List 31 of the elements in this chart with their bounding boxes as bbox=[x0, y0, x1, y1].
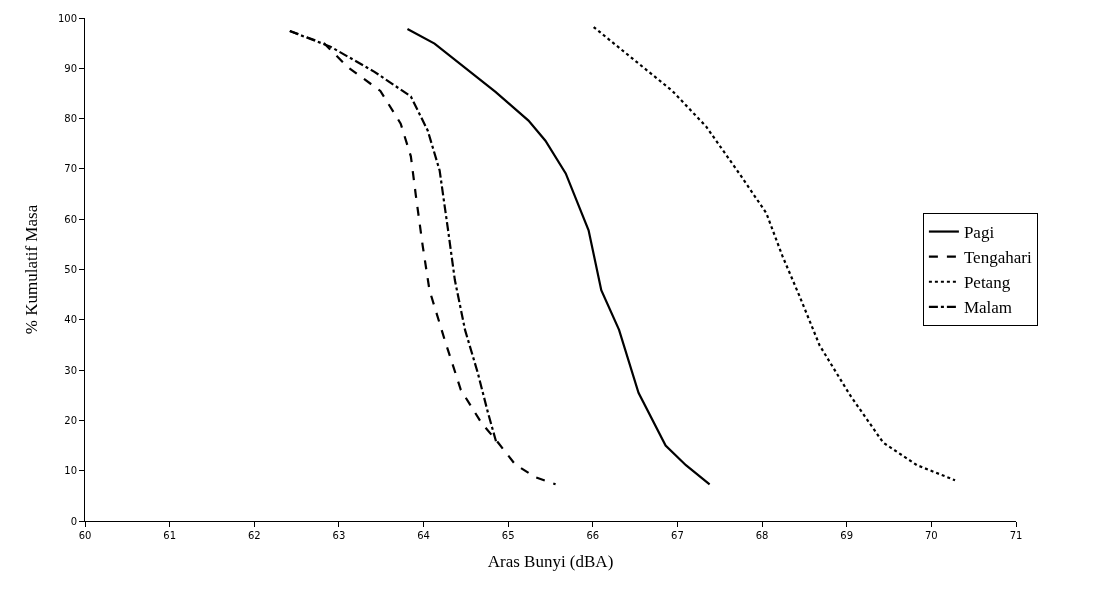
y-tick-label: 10 bbox=[64, 465, 77, 477]
y-tick-label: 80 bbox=[64, 113, 77, 125]
legend-label: Malam bbox=[963, 298, 1013, 318]
x-tick-label: 60 bbox=[78, 530, 92, 541]
y-tick-label: 50 bbox=[64, 264, 77, 275]
x-tick-label: 69 bbox=[840, 530, 854, 541]
y-axis-title: % Kumulatif Masa bbox=[22, 204, 42, 335]
x-tick-label: 65 bbox=[501, 530, 515, 541]
y-tick-label: 60 bbox=[64, 213, 77, 225]
y-tick-label: 90 bbox=[64, 62, 77, 74]
legend-label: Petang bbox=[963, 273, 1011, 293]
legend-label: Pagi bbox=[963, 223, 995, 243]
x-tick-label: 63 bbox=[332, 530, 346, 541]
x-tick-label: 61 bbox=[163, 530, 177, 541]
line-series bbox=[592, 25, 957, 482]
line-series bbox=[406, 27, 711, 486]
x-tick-label: 62 bbox=[247, 530, 261, 541]
y-tick-label: 40 bbox=[64, 314, 77, 326]
x-tick-label: 68 bbox=[755, 530, 769, 541]
y-tick-label: 100 bbox=[57, 12, 77, 24]
x-tick-label: 67 bbox=[671, 530, 684, 541]
x-tick-label: 66 bbox=[586, 530, 600, 541]
y-tick-label: 70 bbox=[64, 163, 77, 175]
legend-label: Tengahari bbox=[963, 248, 1032, 268]
y-tick-label: 0 bbox=[70, 515, 77, 527]
x-tick-label: 71 bbox=[1009, 530, 1023, 541]
x-tick-label: 70 bbox=[924, 530, 938, 541]
x-axis-title: Aras Bunyi (dBA) bbox=[487, 552, 614, 572]
x-tick-label: 64 bbox=[417, 530, 430, 541]
y-tick-label: 20 bbox=[64, 414, 77, 426]
y-tick-label: 30 bbox=[64, 364, 77, 376]
